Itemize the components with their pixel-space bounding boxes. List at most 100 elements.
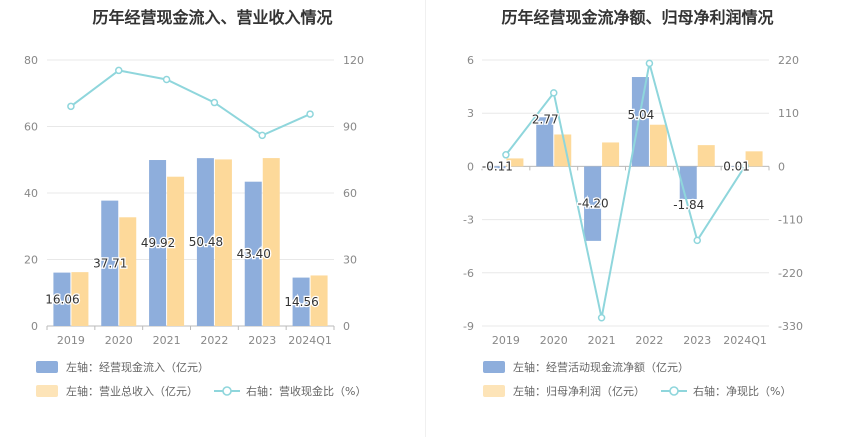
legend-label: 右轴：净现比（%）	[693, 385, 792, 398]
y-left-tick-label: 0	[467, 160, 474, 173]
line-point	[210, 98, 219, 107]
chart-title: 历年经营现金流净额、归母净利润情况	[501, 8, 774, 27]
y-left-tick-label: 0	[31, 320, 38, 333]
line-point	[67, 102, 75, 111]
y-right-tick-label: 30	[343, 254, 357, 267]
x-tick-label: 2024Q1	[723, 334, 767, 347]
x-tick-label: 2020	[105, 334, 133, 347]
legend-item-series-3[interactable]: 右轴：净现比（%）	[661, 383, 791, 399]
bar-secondary	[167, 176, 185, 326]
legend-item-series-3[interactable]: 右轴：营收现金比（%）	[214, 383, 366, 399]
y-right-tick-label: 60	[343, 187, 357, 200]
y-left-tick-label: 40	[24, 187, 38, 200]
x-tick-label: 2022	[200, 334, 228, 347]
x-tick-label: 2024Q1	[288, 334, 332, 347]
data-label: 0.01	[723, 159, 750, 173]
y-left-tick-label: 20	[24, 254, 38, 267]
chart-title: 历年经营现金流入、营业收入情况	[92, 8, 333, 27]
bar-secondary	[649, 124, 667, 167]
bar-primary	[631, 77, 649, 167]
data-label: 37.71	[93, 256, 127, 270]
legend-row-2: 左轴：归母净利润（亿元） 右轴：净现比（%）	[483, 383, 807, 399]
line-point	[115, 66, 123, 75]
line-point	[162, 75, 171, 84]
data-label: 50.48	[189, 235, 223, 249]
line-point	[693, 236, 701, 245]
line-series	[70, 69, 311, 137]
y-left-tick-label: 60	[24, 121, 38, 134]
bar-primary	[53, 272, 71, 326]
bar-primary	[488, 166, 506, 169]
line-point	[502, 151, 510, 159]
y-left-tick-label: -3	[463, 214, 474, 227]
line-point	[645, 59, 654, 68]
legend-item-series-1[interactable]: 左轴：经营活动现金流净额（亿元）	[483, 359, 689, 375]
legend-label: 右轴：营收现金比（%）	[246, 385, 367, 398]
y-right-tick-label: -220	[778, 267, 803, 280]
x-tick-label: 2021	[588, 334, 616, 347]
legend-swatch	[483, 385, 505, 397]
bar-secondary	[745, 151, 763, 167]
bar-primary	[536, 117, 554, 167]
legend-item-series-2[interactable]: 左轴：营业总收入（亿元）	[36, 383, 198, 399]
bar-secondary	[310, 275, 328, 326]
line-point	[741, 162, 749, 170]
y-right-tick-label: 90	[343, 121, 357, 134]
line-point	[597, 314, 606, 322]
x-tick-label: 2020	[540, 334, 568, 347]
bar-secondary	[602, 142, 620, 167]
line-point	[306, 110, 314, 118]
legend-label: 左轴：经营活动现金流净额（亿元）	[513, 361, 689, 374]
legend-swatch	[36, 361, 58, 373]
data-label: -1.84	[673, 198, 704, 212]
chart-plot-cash-inflow: 0 20 40 60 80 0 30 60 90 120 2019 2020 2021 2022 2023 2…	[24, 54, 364, 347]
y-right-tick-label: 110	[778, 107, 799, 120]
bar-primary	[196, 158, 214, 326]
bar-primary	[149, 160, 167, 326]
legend-line-icon	[214, 386, 240, 396]
legend-label: 左轴：营业总收入（亿元）	[66, 385, 198, 398]
bar-primary	[584, 166, 602, 241]
y-right-tick-label: 220	[778, 54, 799, 67]
bar-primary	[727, 166, 745, 167]
data-label: 49.92	[141, 236, 175, 250]
bar-secondary	[262, 158, 280, 326]
y-left-tick-label: 6	[467, 54, 474, 67]
line-point	[550, 89, 558, 97]
legend-label: 左轴：经营现金流入（亿元）	[66, 361, 209, 374]
x-tick-label: 2022	[635, 334, 663, 347]
bar-primary	[101, 200, 119, 326]
legend-item-series-2[interactable]: 左轴：归母净利润（亿元）	[483, 383, 645, 399]
legend-label: 左轴：归母净利润（亿元）	[513, 385, 645, 398]
line-series	[505, 63, 746, 318]
y-left-tick-label: 3	[467, 107, 474, 120]
data-label: 14.56	[284, 295, 318, 309]
chart-panel-net-cash: 历年经营现金流净额、归母净利润情况 -9 -6 -3 0 3 6 -330 -220 -110 0…	[425, 0, 850, 437]
data-label: -0.11	[482, 159, 513, 173]
bar-primary	[244, 181, 262, 326]
legend-row-1: 左轴：经营现金流入（亿元）	[36, 359, 225, 375]
data-label: 43.40	[237, 247, 271, 261]
y-left-tick-label: -6	[463, 267, 474, 280]
legend-swatch	[483, 361, 505, 373]
bar-secondary	[71, 272, 89, 326]
bar-secondary	[697, 145, 715, 167]
x-tick-label: 2021	[153, 334, 181, 347]
y-right-tick-label: -110	[778, 214, 803, 227]
bar-secondary	[214, 159, 232, 326]
legend-item-series-1[interactable]: 左轴：经营现金流入（亿元）	[36, 359, 209, 375]
y-right-tick-label: 0	[778, 160, 785, 173]
legend-line-icon	[661, 386, 687, 396]
legend-row-2: 左轴：营业总收入（亿元） 右轴：营收现金比（%）	[36, 383, 382, 399]
x-tick-label: 2019	[57, 334, 85, 347]
data-label: 2.77	[532, 112, 559, 126]
bar-primary	[292, 277, 310, 326]
chart-panel-cash-inflow: 历年经营现金流入、营业收入情况 0 20 40 60 80 0 30 60 90 120 2019 2…	[24, 8, 382, 399]
legend-row-1: 左轴：经营活动现金流净额（亿元）	[483, 359, 705, 375]
bar-secondary	[506, 158, 524, 167]
y-right-tick-label: 120	[343, 54, 364, 67]
data-label: 5.04	[628, 108, 655, 122]
y-left-tick-label: -9	[463, 320, 474, 333]
x-tick-label: 2023	[683, 334, 711, 347]
